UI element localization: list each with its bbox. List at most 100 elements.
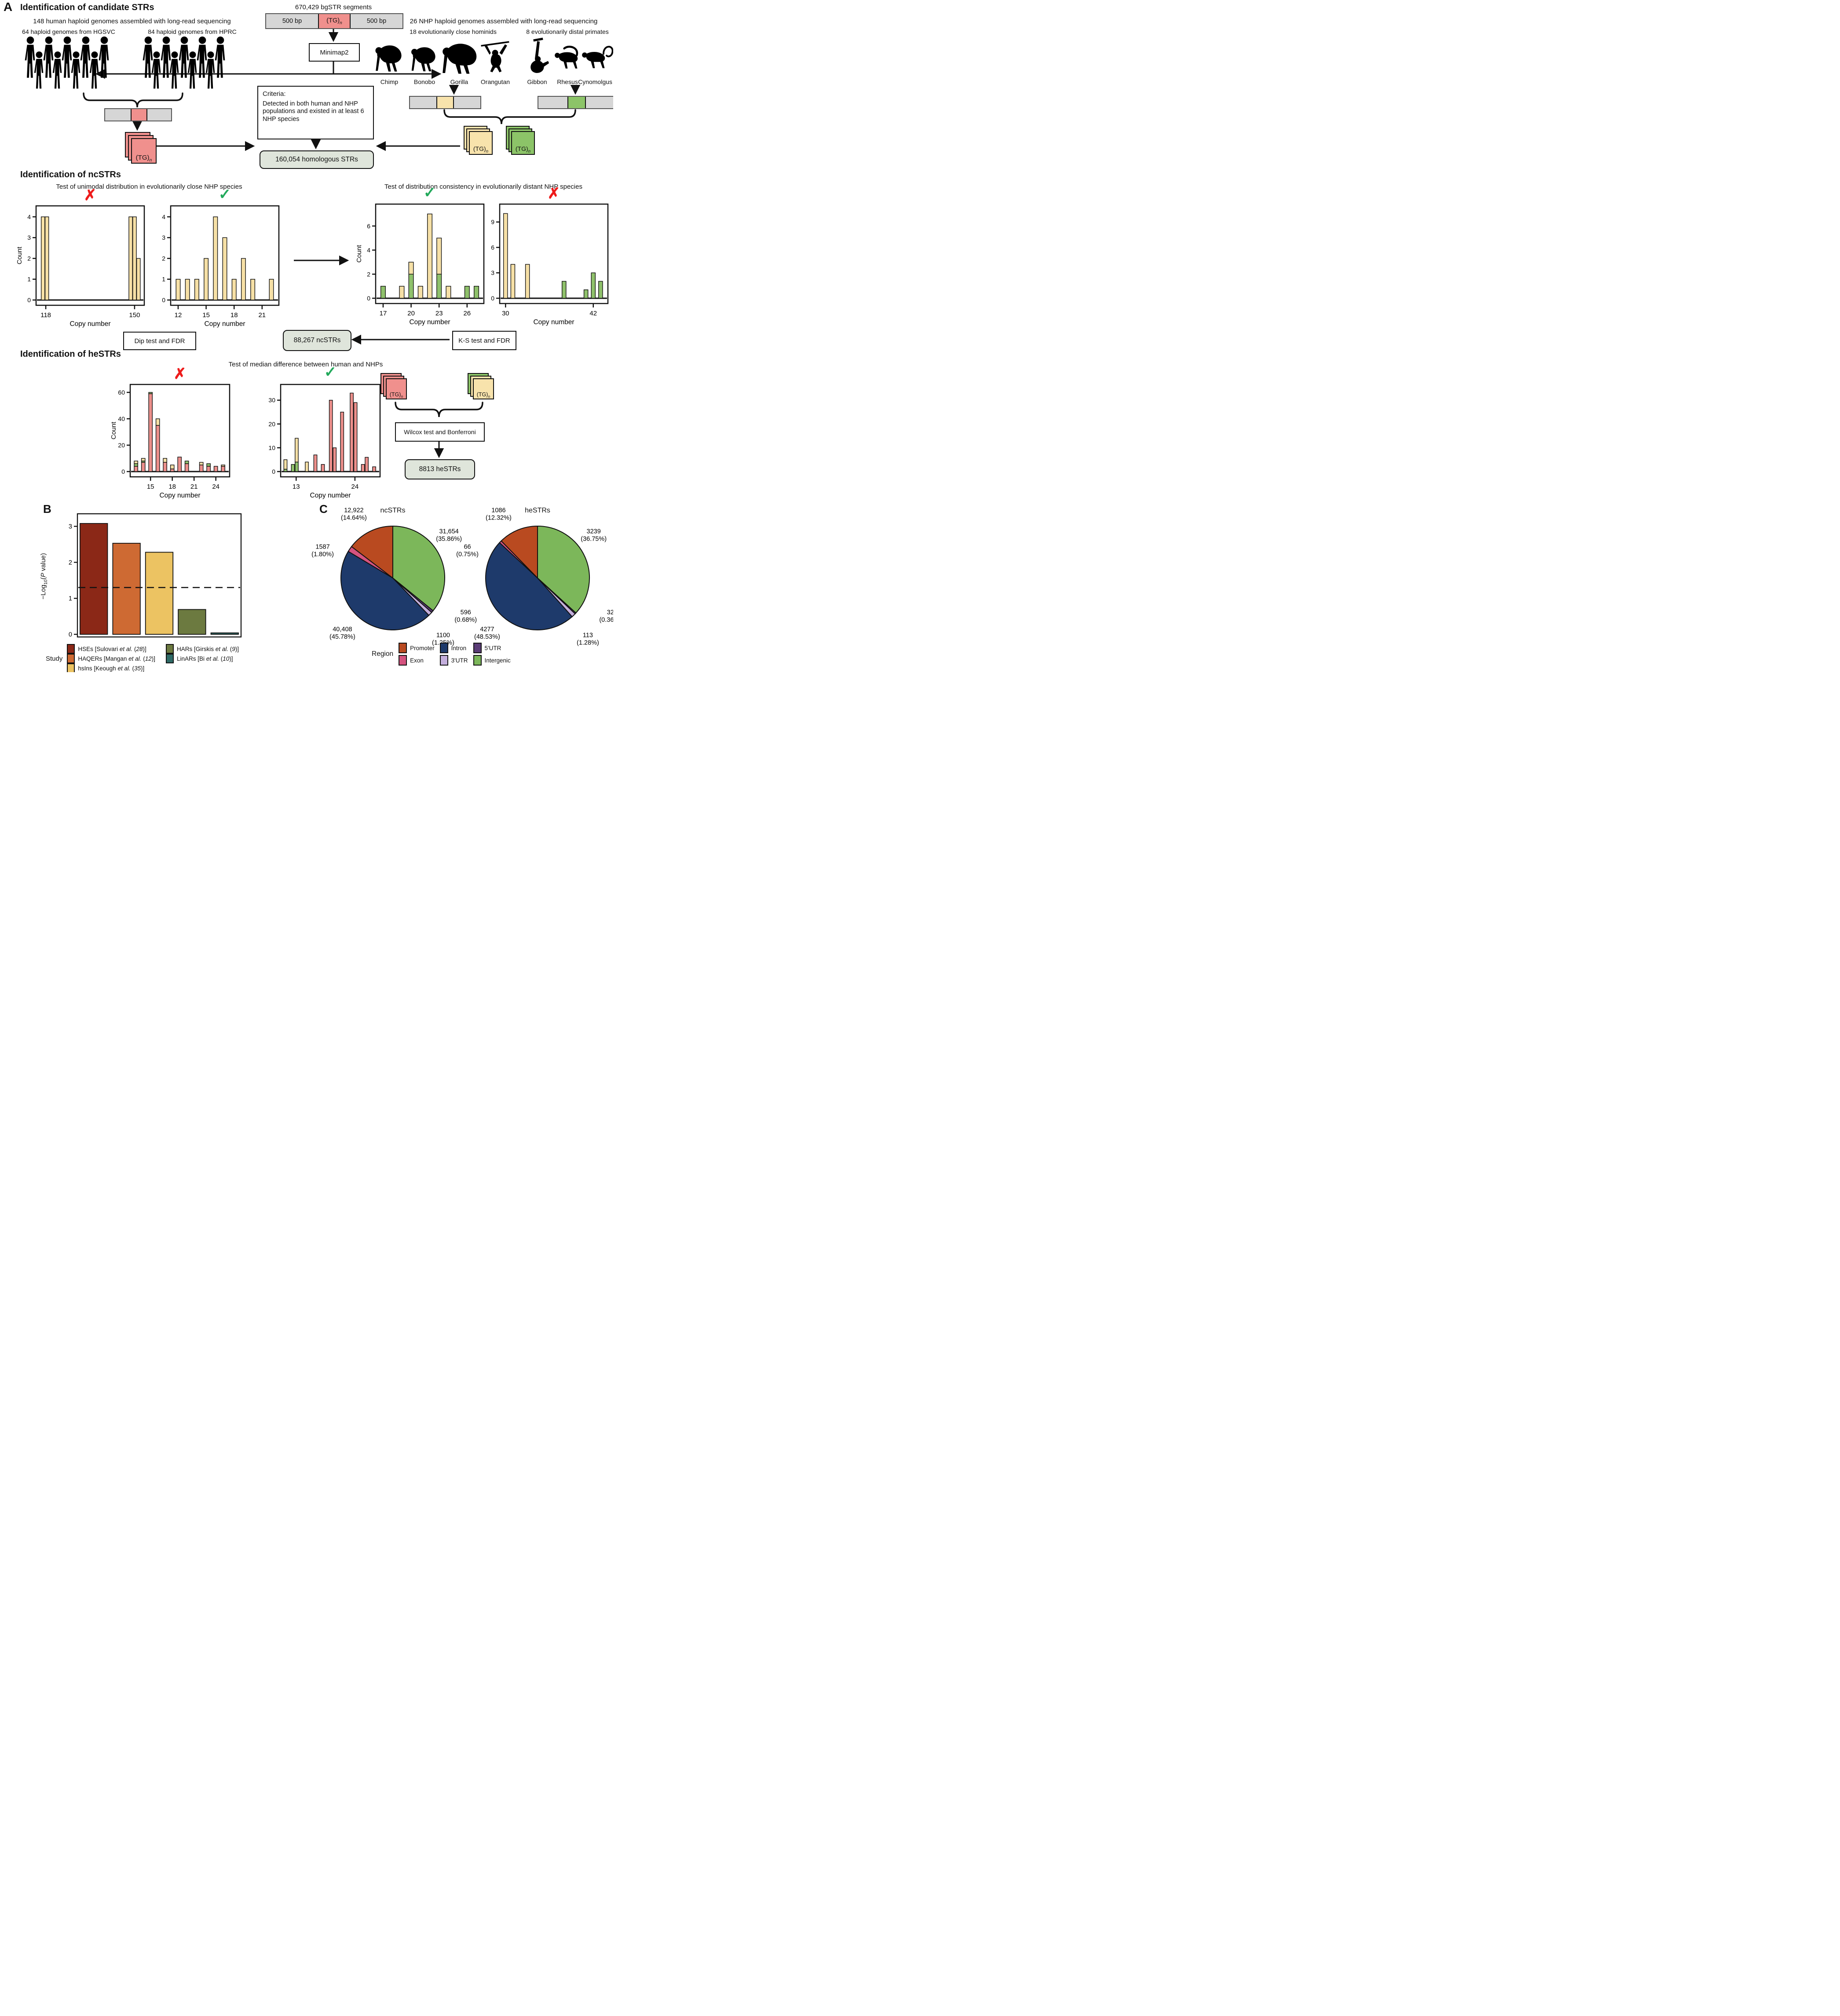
tg-repeat-red: [131, 109, 147, 121]
svg-text:Count: Count: [110, 421, 117, 439]
histogram-median-pass: 0 10 20 30 13 24 Copy number: [260, 381, 384, 501]
svg-text:118: 118: [40, 311, 51, 319]
braces: [83, 92, 576, 417]
svg-text:24: 24: [351, 483, 359, 490]
svg-text:0: 0: [27, 296, 31, 304]
svg-text:596(0.68%): 596 (0.68%): [454, 609, 477, 623]
histogram-ks-fail: 0 3 6 9 30 42 Copy number: [479, 201, 611, 327]
human-group-hgsvc: [25, 37, 109, 89]
legend-swatch: [473, 655, 482, 666]
svg-text:1: 1: [27, 276, 31, 283]
svg-text:15: 15: [202, 311, 210, 319]
svg-text:17: 17: [380, 310, 387, 317]
svg-text:40: 40: [118, 415, 125, 422]
panel-b-label: B: [43, 502, 51, 516]
legend-item: Exon: [399, 655, 435, 666]
ks-test-box: K-S test and FDR: [452, 331, 516, 350]
panel-a-title: Identification of candidate STRs: [20, 3, 154, 12]
tg-card-yellow-front: (TG)n: [469, 131, 493, 155]
fail-cross-icon: ✗: [547, 185, 560, 202]
cynomolgus-silhouette: [579, 38, 613, 77]
criteria-body: Detected in both human and NHP populatio…: [263, 100, 364, 123]
svg-text:4: 4: [27, 213, 31, 220]
svg-text:2: 2: [162, 255, 165, 262]
homologous-strs-box: 160,054 homologous STRs: [260, 150, 374, 169]
legend-swatch: [439, 655, 448, 666]
histogram-dip-pass: 0 1 2 3 4 12 15 18 21 Copy number: [150, 202, 282, 329]
svg-text:30: 30: [502, 310, 509, 317]
region-legend-title: Region: [372, 650, 394, 658]
flow-arrows: [95, 29, 581, 458]
region-legend-col: Promoter Exon: [399, 643, 435, 666]
legend-item: HARs [Girskis et al. (9)]: [165, 644, 239, 654]
species-name-orangutan: Orangutan: [480, 78, 510, 85]
criteria-title: Criteria:: [263, 90, 286, 98]
svg-text:1587(1.80%): 1587 (1.80%): [311, 544, 334, 558]
svg-text:1: 1: [69, 595, 72, 602]
svg-text:150: 150: [129, 311, 140, 319]
legend-label: Intergenic: [484, 657, 511, 664]
species-name-gorilla: Gorilla: [450, 78, 468, 85]
svg-text:113(1.28%): 113 (1.28%): [577, 632, 599, 646]
svg-text:1: 1: [162, 276, 165, 283]
hestr-pie-chart: 3239(36.75%) 32(0.36%)113(1.28%) 4277(48.5…: [450, 502, 613, 654]
legend-item: HAQERs [Mangan et al. (12)]: [67, 654, 155, 663]
svg-text:Copy number: Copy number: [533, 318, 574, 326]
wilcox-test-box: Wilcox test and Bonferroni: [395, 422, 485, 442]
dip-test-box: Dip test and FDR: [123, 332, 196, 350]
tg-repeat-center: (TG)n: [318, 14, 351, 28]
svg-text:12,922(14.64%): 12,922 (14.64%): [341, 507, 367, 522]
legend-swatch: [67, 654, 75, 663]
svg-text:13: 13: [293, 483, 300, 490]
flank-500bp-left: 500 bp: [282, 18, 302, 25]
svg-text:15: 15: [147, 483, 154, 490]
svg-text:0: 0: [121, 468, 125, 475]
svg-text:6: 6: [491, 244, 494, 251]
he-red-card-front: (TG)n: [386, 378, 407, 399]
hestr-section-title: Identification of heSTRs: [20, 349, 121, 359]
svg-text:40,408(45.78%): 40,408 (45.78%): [329, 626, 355, 640]
svg-text:Copy number: Copy number: [409, 318, 450, 326]
distal-primates-label: 8 evolutionarily distal primates: [526, 28, 609, 35]
svg-text:20: 20: [118, 442, 125, 449]
svg-text:2: 2: [367, 271, 370, 278]
species-name-cynomolgus: Cynomolgus: [578, 78, 612, 85]
hprc-label: 84 haploid genomes from HPRC: [148, 28, 237, 35]
legend-item: Intron: [439, 643, 468, 653]
minimap2-box: Minimap2: [309, 43, 360, 62]
legend-label: HAQERs [Mangan et al. (12)]: [78, 655, 155, 662]
species-name-rhesus: Rhesus: [557, 78, 578, 85]
svg-text:2: 2: [27, 255, 31, 262]
svg-text:0: 0: [272, 468, 275, 475]
svg-text:4: 4: [162, 213, 165, 220]
legend-swatch: [67, 663, 75, 672]
svg-text:0: 0: [491, 295, 494, 302]
region-legend-col: 5'UTR Intergenic: [473, 643, 511, 666]
legend-swatch: [399, 643, 407, 653]
panel-c-label: C: [319, 502, 328, 516]
svg-text:4: 4: [367, 247, 370, 254]
svg-text:60: 60: [118, 389, 125, 396]
legend-label: 3'UTR: [451, 657, 468, 664]
close-hominids-label: 18 evolutionarily close hominids: [410, 28, 497, 35]
svg-text:3: 3: [27, 234, 31, 241]
svg-text:2: 2: [69, 559, 72, 566]
svg-text:12: 12: [175, 311, 182, 319]
fail-cross-icon: ✗: [84, 187, 97, 204]
legend-label: HARs [Girskis et al. (9)]: [176, 645, 239, 652]
svg-text:3: 3: [491, 269, 494, 276]
bgstr-count-label: 670,429 bgSTR segments: [295, 4, 372, 11]
svg-text:0: 0: [162, 296, 165, 304]
tg-repeat-green: [567, 97, 586, 108]
bonobo-silhouette: [411, 47, 435, 72]
study-legend: Study HSEs [Sulovari et al. (28)] HAQERs …: [46, 644, 239, 672]
histogram-ks-pass: 0 2 4 6 17 20 23 26 Count Copy number: [355, 201, 487, 327]
study-legend-col: HARs [Girskis et al. (9)] LinARs [Bi et a…: [165, 644, 239, 672]
figure-canvas: A Identification of candidate STRs 148 h…: [0, 0, 613, 672]
legend-item: 5'UTR: [473, 643, 511, 653]
hgsvc-label: 64 haploid genomes from HGSVC: [22, 28, 115, 35]
ncstr-section-title: Identification of ncSTRs: [20, 170, 121, 179]
svg-text:9: 9: [491, 219, 494, 226]
legend-label: hsIns [Keough et al. (35)]: [78, 665, 145, 672]
svg-text:20: 20: [407, 310, 415, 317]
